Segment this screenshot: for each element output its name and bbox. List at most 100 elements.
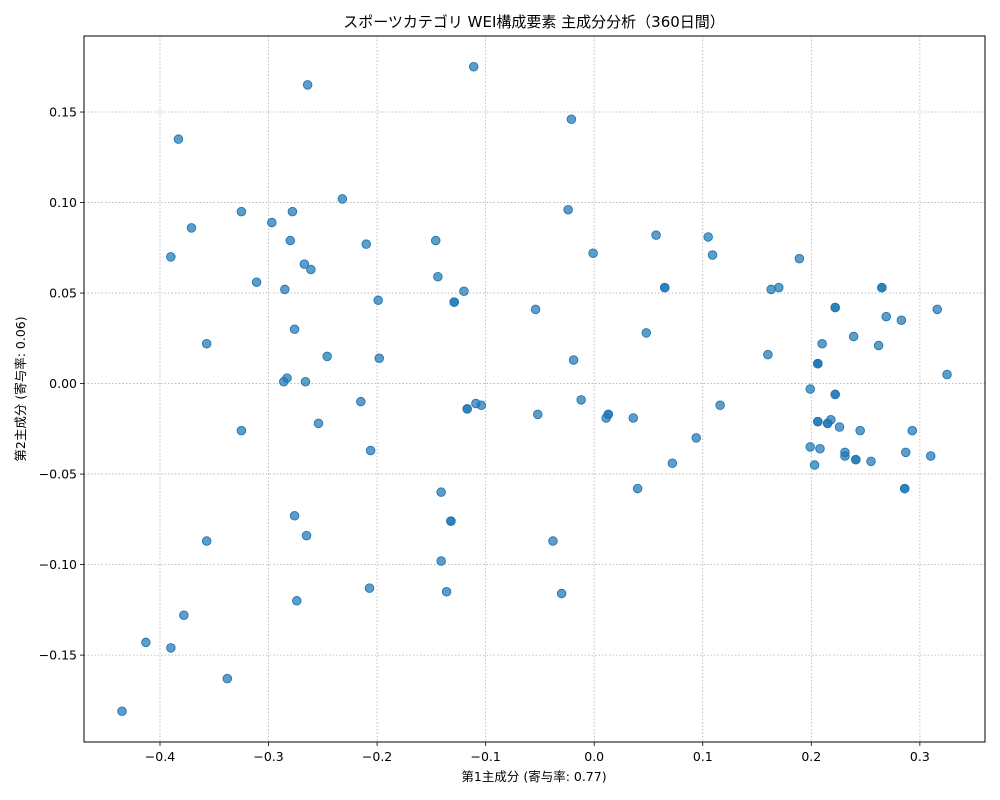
scatter-point — [441, 586, 452, 597]
scatter-point — [715, 400, 725, 411]
scatter-point — [322, 351, 332, 362]
scatter-point — [306, 264, 316, 275]
scatter-point — [566, 114, 577, 125]
y-tick-label: 0.00 — [49, 376, 77, 391]
scatter-point — [942, 369, 952, 380]
scatter-point — [292, 596, 302, 606]
scatter-point — [530, 304, 541, 315]
scatter-point — [901, 447, 911, 458]
scatter-point — [548, 536, 558, 546]
x-tick-label: −0.1 — [470, 749, 500, 764]
scatter-point — [287, 206, 298, 217]
scatter-point — [813, 416, 823, 427]
scatter-point — [222, 673, 233, 684]
scatter-point — [289, 324, 300, 335]
scatter-point — [289, 510, 300, 521]
scatter-point — [794, 253, 805, 264]
scatter-point — [278, 377, 289, 387]
scatter-point — [651, 230, 661, 240]
scatter-point — [632, 483, 643, 494]
scatter-point — [815, 443, 825, 454]
x-tick-label: 0.1 — [693, 749, 713, 764]
scatter-point — [201, 338, 212, 349]
scatter-point — [660, 282, 670, 293]
x-tick-label: 0.0 — [584, 749, 604, 764]
scatter-point — [179, 610, 189, 621]
scatter-point — [667, 458, 678, 468]
scatter-point — [267, 217, 277, 228]
scatter-point — [117, 706, 127, 716]
scatter-point — [201, 536, 212, 546]
y-axis-label: 第2主成分 (寄与率: 0.06) — [13, 316, 28, 461]
scatter-point — [822, 418, 833, 429]
scatter-point — [436, 556, 446, 566]
x-axis-ticks: −0.4 −0.3 −0.2 −0.1 0.0 0.1 0.2 0.3 — [145, 742, 930, 764]
scatter-point — [830, 302, 840, 313]
scatter-point — [556, 588, 567, 599]
scatter-point — [141, 637, 151, 648]
chart-title: スポーツカテゴリ WEI構成要素 主成分分析（360日間） — [343, 13, 725, 31]
scatter-point — [468, 62, 479, 72]
scatter-point — [361, 239, 371, 249]
scatter-point — [840, 451, 850, 461]
scatter-point — [851, 454, 861, 465]
scatter-point — [476, 400, 487, 411]
scatter-point — [436, 487, 446, 497]
scatter-point — [374, 353, 385, 363]
scatter-point — [433, 272, 443, 282]
scatter-point — [907, 425, 918, 436]
scatter-point — [628, 413, 639, 423]
scatter-point — [855, 425, 865, 436]
scatter-point — [285, 235, 296, 246]
plot-area-frame — [83, 35, 986, 743]
x-tick-label: 0.2 — [801, 749, 821, 764]
scatter-point — [356, 396, 366, 407]
scatter-point — [576, 395, 586, 405]
scatter-point — [166, 252, 176, 262]
scatter-point — [766, 284, 776, 295]
scatter-point — [364, 583, 375, 593]
scatter-point — [881, 311, 891, 322]
y-tick-label: 0.10 — [49, 195, 77, 210]
scatter-point — [173, 134, 184, 144]
y-tick-label: 0.05 — [49, 286, 77, 301]
scatter-point — [809, 460, 820, 470]
scatter-point — [446, 516, 456, 526]
y-tick-label: −0.05 — [39, 467, 77, 482]
scatter-point — [588, 248, 598, 258]
scatter-point — [563, 205, 573, 215]
x-tick-label: −0.3 — [253, 749, 283, 764]
scatter-point — [813, 358, 823, 369]
scatter-point — [691, 433, 701, 443]
scatter-point — [236, 425, 247, 436]
y-tick-label: −0.10 — [39, 557, 77, 572]
scatter-point — [313, 418, 324, 429]
scatter-point — [459, 286, 469, 296]
scatter-point — [236, 206, 247, 217]
scatter-point — [830, 389, 840, 400]
scatter-point — [280, 284, 290, 295]
x-axis-label: 第1主成分 (寄与率: 0.77) — [461, 769, 606, 784]
x-tick-label: 0.3 — [910, 749, 930, 764]
y-tick-label: −0.15 — [39, 648, 77, 663]
scatter-point — [568, 355, 579, 365]
scatter-point — [848, 331, 859, 342]
y-tick-label: 0.15 — [49, 105, 77, 120]
x-tick-label: −0.4 — [145, 749, 175, 764]
scatter-point — [449, 297, 459, 307]
scatter-point — [817, 338, 827, 349]
scatter-point — [430, 235, 441, 246]
scatter-point — [300, 377, 311, 387]
y-axis-ticks: −0.15 −0.10 −0.05 0.00 0.05 0.10 0.15 — [39, 105, 84, 663]
scatter-point — [707, 250, 718, 260]
scatter-point — [932, 304, 942, 315]
scatter-point — [805, 384, 815, 394]
scatter-point — [302, 80, 313, 90]
scatter-point — [877, 282, 887, 293]
scatter-point — [533, 409, 543, 420]
scatter-point — [251, 277, 262, 287]
scatter-point — [763, 349, 773, 360]
scatter-point — [873, 340, 884, 351]
